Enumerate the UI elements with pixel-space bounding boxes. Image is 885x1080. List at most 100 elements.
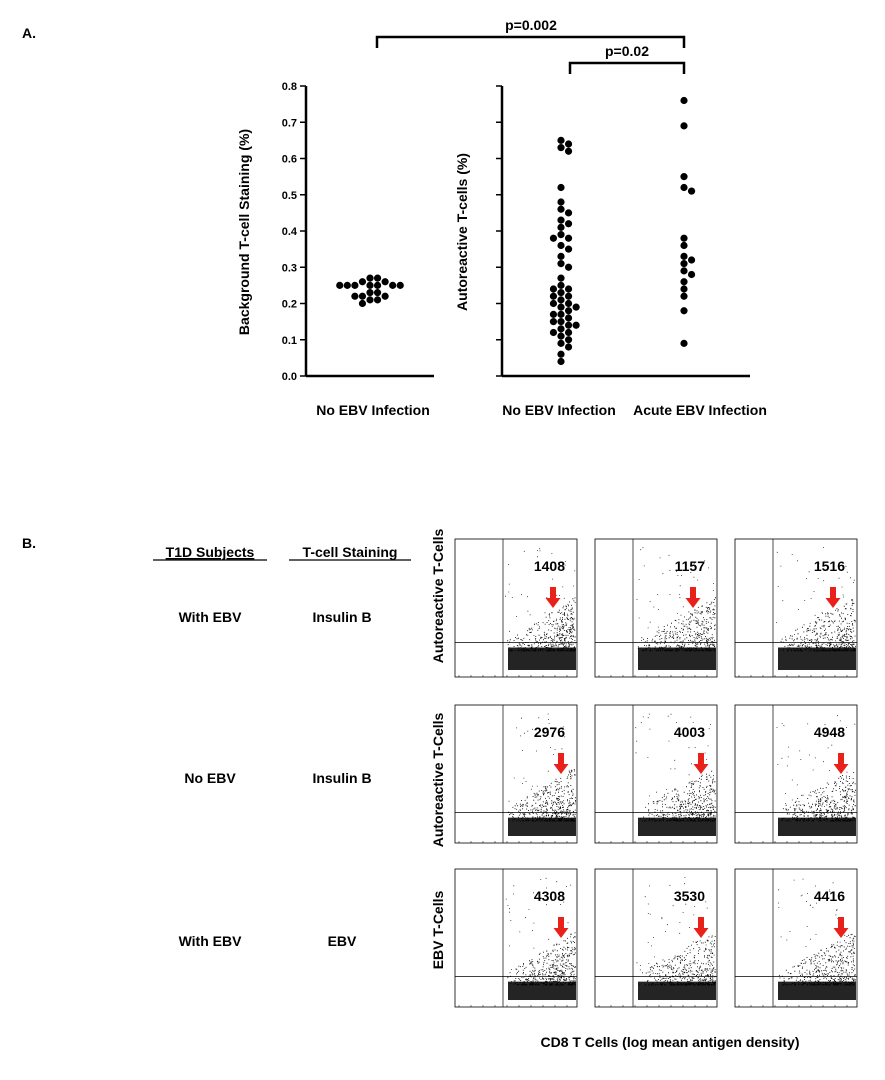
chart1-data-point bbox=[351, 281, 359, 289]
chart1-data-point bbox=[373, 296, 382, 304]
event-count: 4308 bbox=[534, 888, 565, 904]
flow-panel: 1408 bbox=[454, 538, 578, 678]
event-count: 1516 bbox=[814, 558, 845, 574]
row3-subjects: With EBV bbox=[179, 933, 243, 949]
red-arrow-icon bbox=[553, 753, 569, 774]
chart2-data-point-acute bbox=[687, 256, 696, 264]
chart2-data-point-no-ebv bbox=[564, 307, 573, 315]
chart2-data-point-acute bbox=[680, 260, 688, 268]
chart2-data-point-no-ebv bbox=[557, 332, 565, 340]
row2-subjects: No EBV bbox=[184, 770, 236, 786]
chart2-data-point-acute bbox=[680, 339, 688, 347]
flow-panel: 1157 bbox=[594, 538, 718, 678]
event-count: 4003 bbox=[674, 724, 705, 740]
flow-panel: 2976 bbox=[454, 704, 578, 844]
chart2-data-point-no-ebv bbox=[557, 198, 565, 206]
table-header: T1D Subjects T-cell Staining bbox=[153, 544, 411, 561]
chart1-y-tick-label: 0.1 bbox=[282, 335, 297, 347]
chart2-category-label-no-ebv: No EBV Infection bbox=[502, 402, 616, 418]
chart2-data-point-no-ebv bbox=[557, 241, 565, 250]
chart2-data-point-no-ebv bbox=[557, 252, 565, 260]
chart1-y-tick-label: 0.3 bbox=[282, 262, 297, 274]
row3-staining: EBV bbox=[328, 933, 357, 949]
chart2-data-point-no-ebv bbox=[564, 321, 573, 329]
row1-subjects: With EBV bbox=[179, 609, 243, 625]
chart1-y-tick-label: 0.2 bbox=[282, 299, 297, 311]
chart1-data-point bbox=[358, 292, 367, 300]
chart2-data-point-no-ebv bbox=[564, 314, 573, 322]
chart2-data-point-acute bbox=[680, 278, 688, 286]
chart2-data-point-acute bbox=[680, 285, 688, 293]
chart2-data-point-no-ebv bbox=[557, 216, 565, 224]
chart2-data-point-no-ebv bbox=[557, 144, 565, 152]
chart2-data-point-no-ebv bbox=[564, 220, 573, 228]
event-count: 2976 bbox=[534, 724, 565, 740]
event-count: 4948 bbox=[814, 724, 845, 740]
chart2-data-point-no-ebv bbox=[557, 325, 565, 333]
chart2-data-point-no-ebv bbox=[564, 140, 573, 148]
red-arrow-icon bbox=[553, 917, 569, 938]
event-count: 1157 bbox=[675, 558, 706, 574]
chart2-data-point-acute bbox=[680, 122, 688, 130]
chart2-data-point-acute bbox=[680, 234, 688, 242]
chart1-y-tick-label: 0.8 bbox=[282, 81, 297, 93]
row2-flow-ylabel: Autoreactive T-Cells bbox=[430, 712, 446, 847]
chart1-y-tick-label: 0.7 bbox=[282, 117, 297, 129]
autoreactive-chart: Autoreactive T-cells (%) No EBV Infectio… bbox=[454, 85, 767, 418]
chart1-data-point bbox=[396, 281, 404, 289]
flow-x-label: CD8 T Cells (log mean antigen density) bbox=[540, 1034, 799, 1050]
chart2-data-point-no-ebv bbox=[572, 321, 580, 329]
red-arrow-icon bbox=[825, 587, 841, 608]
chart2-data-point-no-ebv bbox=[557, 296, 565, 304]
chart1-y-tick-label: 0.0 bbox=[282, 371, 297, 383]
chart2-data-point-no-ebv bbox=[564, 343, 573, 351]
row1-flow-ylabel: Autoreactive T-Cells bbox=[430, 528, 446, 663]
chart2-data-point-no-ebv bbox=[564, 263, 573, 271]
chart2-data-point-no-ebv bbox=[549, 328, 558, 337]
chart2-data-point-no-ebv bbox=[557, 357, 565, 366]
flow-panel: 4948 bbox=[734, 704, 858, 844]
chart2-data-point-no-ebv bbox=[557, 289, 565, 297]
chart1-data-point bbox=[373, 289, 382, 297]
row1-staining: Insulin B bbox=[312, 609, 371, 625]
event-count: 4416 bbox=[814, 888, 845, 904]
chart2-y-label: Autoreactive T-cells (%) bbox=[454, 153, 470, 311]
chart2-data-point-no-ebv bbox=[564, 299, 573, 308]
chart2-data-point-acute bbox=[687, 187, 696, 195]
red-arrow-icon bbox=[833, 753, 849, 774]
chart1-y-tick-label: 0.6 bbox=[282, 154, 297, 166]
flow-panel: 4003 bbox=[594, 704, 718, 844]
chart2-data-point-no-ebv bbox=[557, 136, 565, 144]
chart1-data-point bbox=[351, 292, 359, 300]
chart2-data-point-no-ebv bbox=[549, 285, 558, 293]
header-subjects: T1D Subjects bbox=[166, 544, 255, 560]
chart2-data-point-no-ebv bbox=[564, 285, 573, 293]
chart2-data-point-no-ebv bbox=[564, 292, 573, 300]
chart2-data-point-acute bbox=[680, 241, 688, 250]
chart2-data-point-no-ebv bbox=[564, 328, 573, 337]
background-staining-chart: 0.0 0.1 0.2 0.3 0.4 0.5 0.6 0.7 0.8 Background T… bbox=[236, 81, 434, 418]
chart1-data-point bbox=[366, 274, 374, 282]
chart1-data-point bbox=[389, 281, 397, 289]
chart2-data-point-no-ebv bbox=[557, 303, 565, 311]
red-arrow-icon bbox=[693, 917, 709, 938]
chart2-data-point-no-ebv bbox=[549, 310, 558, 318]
panel-a-label: A. bbox=[22, 25, 36, 41]
chart2-data-point-acute bbox=[687, 270, 696, 279]
chart2-data-point-no-ebv bbox=[557, 205, 565, 213]
chart2-data-point-no-ebv bbox=[557, 223, 565, 231]
chart2-data-point-no-ebv bbox=[557, 281, 565, 289]
flow-panel: 4308 bbox=[454, 868, 578, 1008]
chart1-data-point bbox=[381, 278, 389, 286]
flow-cytometry-grid: 1408 1157 1516 2976 4003 4948 4308 3530 4416 bbox=[454, 538, 858, 1008]
chart2-data-point-no-ebv bbox=[557, 350, 565, 358]
chart2-data-point-acute bbox=[680, 292, 688, 300]
chart2-data-point-no-ebv bbox=[564, 147, 573, 155]
chart1-data-point bbox=[366, 289, 374, 297]
chart2-data-point-no-ebv bbox=[549, 318, 558, 326]
chart1-data-point bbox=[381, 292, 389, 300]
chart2-data-point-no-ebv bbox=[557, 183, 565, 192]
event-count: 3530 bbox=[674, 888, 705, 904]
chart2-data-point-no-ebv bbox=[572, 303, 580, 311]
